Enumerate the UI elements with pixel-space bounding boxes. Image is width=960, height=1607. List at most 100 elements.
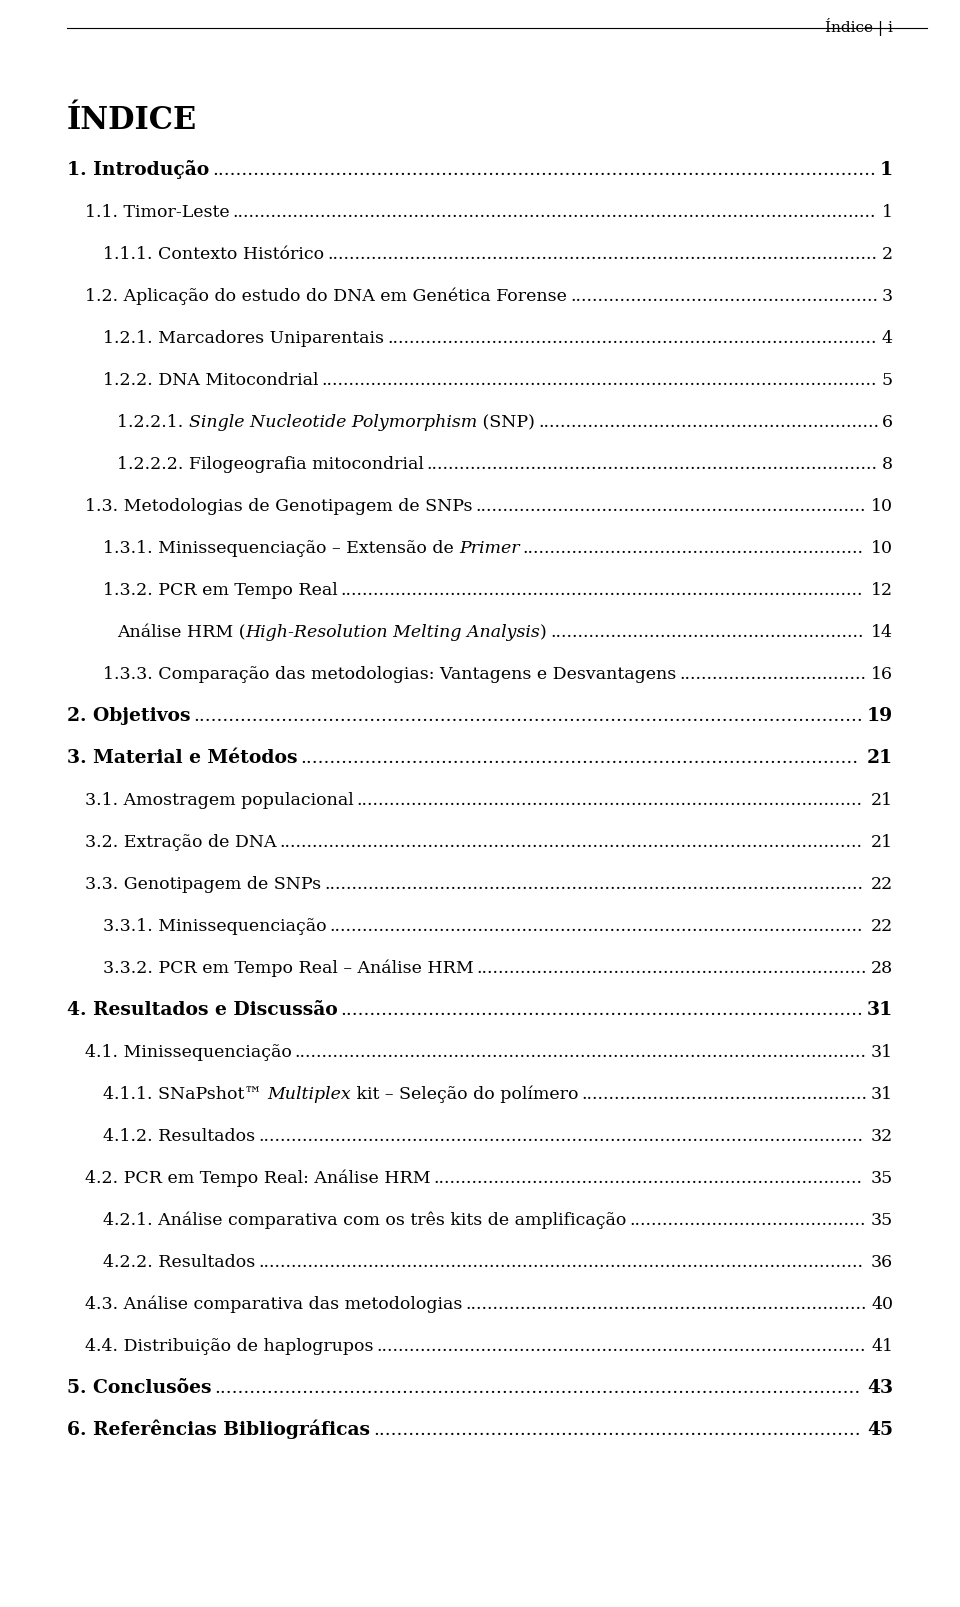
Text: 19: 19 <box>867 707 893 725</box>
Text: ................................................................................: ........................................… <box>279 834 862 852</box>
Text: ................................................................................: ........................................… <box>214 1379 861 1396</box>
Text: ................................................................................: ........................................… <box>295 1045 867 1061</box>
Text: 3.3. Genotipagem de SNPs: 3.3. Genotipagem de SNPs <box>85 876 322 893</box>
Text: .......................................................................: ........................................… <box>475 498 866 514</box>
Text: 35: 35 <box>871 1212 893 1229</box>
Text: 4.2.1. Análise comparativa com os três kits de amplificação: 4.2.1. Análise comparativa com os três k… <box>103 1212 626 1229</box>
Text: ................................................................................: ........................................… <box>232 204 876 222</box>
Text: 4.4. Distribuição de haplogrupos: 4.4. Distribuição de haplogrupos <box>85 1339 373 1355</box>
Text: 10: 10 <box>871 498 893 514</box>
Text: .......................................................................: ........................................… <box>477 959 867 977</box>
Text: 3.3.1. Minissequenciação: 3.3.1. Minissequenciação <box>103 918 326 935</box>
Text: 6: 6 <box>882 415 893 431</box>
Text: 12: 12 <box>871 582 893 599</box>
Text: ................................................................................: ........................................… <box>341 582 863 599</box>
Text: ..............................................................: ........................................… <box>523 540 864 558</box>
Text: 3.2. Extração de DNA: 3.2. Extração de DNA <box>85 834 276 852</box>
Text: 21: 21 <box>871 834 893 852</box>
Text: 28: 28 <box>871 959 893 977</box>
Text: High-Resolution Melting Analysis: High-Resolution Melting Analysis <box>246 624 540 641</box>
Text: 1.2. Aplicação do estudo do DNA em Genética Forense: 1.2. Aplicação do estudo do DNA em Genét… <box>85 288 566 305</box>
Text: ................................................................................: ........................................… <box>258 1128 863 1146</box>
Text: 1.1. Timor-Leste: 1.1. Timor-Leste <box>85 204 229 222</box>
Text: 3.1. Amostragem populacional: 3.1. Amostragem populacional <box>85 792 353 808</box>
Text: Multiplex: Multiplex <box>267 1086 350 1102</box>
Text: 10: 10 <box>871 540 893 558</box>
Text: (SNP): (SNP) <box>477 415 535 431</box>
Text: 4.1.1. SNaPshot™: 4.1.1. SNaPshot™ <box>103 1086 267 1102</box>
Text: 21: 21 <box>867 749 893 767</box>
Text: 1.2.2.2. Filogeografia mitocondrial: 1.2.2.2. Filogeografia mitocondrial <box>117 456 424 472</box>
Text: 4.2.2. Resultados: 4.2.2. Resultados <box>103 1253 255 1271</box>
Text: 1: 1 <box>880 161 893 178</box>
Text: ..................................: .................................. <box>680 665 866 683</box>
Text: 35: 35 <box>871 1170 893 1188</box>
Text: 2. Objetivos: 2. Objetivos <box>67 707 190 725</box>
Text: 8: 8 <box>882 456 893 472</box>
Text: 21: 21 <box>871 792 893 808</box>
Text: 4.1. Minissequenciação: 4.1. Minissequenciação <box>85 1045 292 1061</box>
Text: 31: 31 <box>871 1045 893 1061</box>
Text: 5: 5 <box>882 371 893 389</box>
Text: 2: 2 <box>882 246 893 264</box>
Text: kit – Seleção do polímero: kit – Seleção do polímero <box>350 1085 578 1102</box>
Text: 32: 32 <box>871 1128 893 1146</box>
Text: 40: 40 <box>871 1295 893 1313</box>
Text: 3: 3 <box>882 288 893 305</box>
Text: 4. Resultados e Discussão: 4. Resultados e Discussão <box>67 1001 338 1019</box>
Text: 22: 22 <box>871 918 893 935</box>
Text: 1.2.2.1.: 1.2.2.1. <box>117 415 189 431</box>
Text: 1: 1 <box>882 204 893 222</box>
Text: 3. Material e Métodos: 3. Material e Métodos <box>67 749 298 767</box>
Text: 4.2. PCR em Tempo Real: Análise HRM: 4.2. PCR em Tempo Real: Análise HRM <box>85 1170 431 1188</box>
Text: ..............................................................: ........................................… <box>538 415 878 431</box>
Text: 31: 31 <box>867 1001 893 1019</box>
Text: 1.3.2. PCR em Tempo Real: 1.3.2. PCR em Tempo Real <box>103 582 338 599</box>
Text: .........................................................................: ........................................… <box>466 1295 867 1313</box>
Text: 41: 41 <box>871 1339 893 1355</box>
Text: .........................................................: ........................................… <box>550 624 863 641</box>
Text: Primer: Primer <box>459 540 519 558</box>
Text: Análise HRM (: Análise HRM ( <box>117 624 246 641</box>
Text: ...........................................: ........................................… <box>630 1212 866 1229</box>
Text: 1.2.2. DNA Mitocondrial: 1.2.2. DNA Mitocondrial <box>103 371 319 389</box>
Text: 4.3. Análise comparativa das metodologias: 4.3. Análise comparativa das metodologia… <box>85 1295 463 1313</box>
Text: 1. Introdução: 1. Introdução <box>67 161 209 178</box>
Text: ................................................................................: ........................................… <box>341 1001 864 1019</box>
Text: 1.1.1. Contexto Histórico: 1.1.1. Contexto Histórico <box>103 246 324 264</box>
Text: ....................................................: ........................................… <box>582 1086 868 1102</box>
Text: ): ) <box>540 624 547 641</box>
Text: ................................................................................: ........................................… <box>357 792 863 808</box>
Text: ................................................................................: ........................................… <box>322 371 877 389</box>
Text: ................................................................................: ........................................… <box>194 707 863 725</box>
Text: ................................................................................: ........................................… <box>300 749 858 767</box>
Text: ........................................................: ........................................… <box>570 288 877 305</box>
Text: 3.3.2. PCR em Tempo Real – Análise HRM: 3.3.2. PCR em Tempo Real – Análise HRM <box>103 959 473 977</box>
Text: ................................................................................: ........................................… <box>258 1253 863 1271</box>
Text: 1.3.1. Minissequenciação – Extensão de: 1.3.1. Minissequenciação – Extensão de <box>103 540 459 558</box>
Text: ÍNDICE: ÍNDICE <box>67 104 197 137</box>
Text: 45: 45 <box>867 1421 893 1438</box>
Text: 22: 22 <box>871 876 893 893</box>
Text: 14: 14 <box>871 624 893 641</box>
Text: Single Nucleotide Polymorphism: Single Nucleotide Polymorphism <box>189 415 477 431</box>
Text: 1.3. Metodologias de Genotipagem de SNPs: 1.3. Metodologias de Genotipagem de SNPs <box>85 498 472 514</box>
Text: 4.1.2. Resultados: 4.1.2. Resultados <box>103 1128 255 1146</box>
Text: 31: 31 <box>871 1086 893 1102</box>
Text: ................................................................................: ........................................… <box>329 918 863 935</box>
Text: 4: 4 <box>882 329 893 347</box>
Text: ................................................................................: ........................................… <box>324 876 863 893</box>
Text: ..............................................................................: ........................................… <box>434 1170 863 1188</box>
Text: 5. Conclusões: 5. Conclusões <box>67 1379 211 1396</box>
Text: 1.2.1. Marcadores Uniparentais: 1.2.1. Marcadores Uniparentais <box>103 329 384 347</box>
Text: ................................................................................: ........................................… <box>373 1421 860 1438</box>
Text: ................................................................................: ........................................… <box>212 161 876 178</box>
Text: 43: 43 <box>867 1379 893 1396</box>
Text: ................................................................................: ........................................… <box>427 456 877 472</box>
Text: ................................................................................: ........................................… <box>387 329 876 347</box>
Text: 1.3.3. Comparação das metodologias: Vantagens e Desvantagens: 1.3.3. Comparação das metodologias: Vant… <box>103 665 676 683</box>
Text: 16: 16 <box>871 665 893 683</box>
Text: 6. Referências Bibliográficas: 6. Referências Bibliográficas <box>67 1419 370 1438</box>
Text: Índice | i: Índice | i <box>826 18 893 35</box>
Text: ................................................................................: ........................................… <box>376 1339 866 1355</box>
